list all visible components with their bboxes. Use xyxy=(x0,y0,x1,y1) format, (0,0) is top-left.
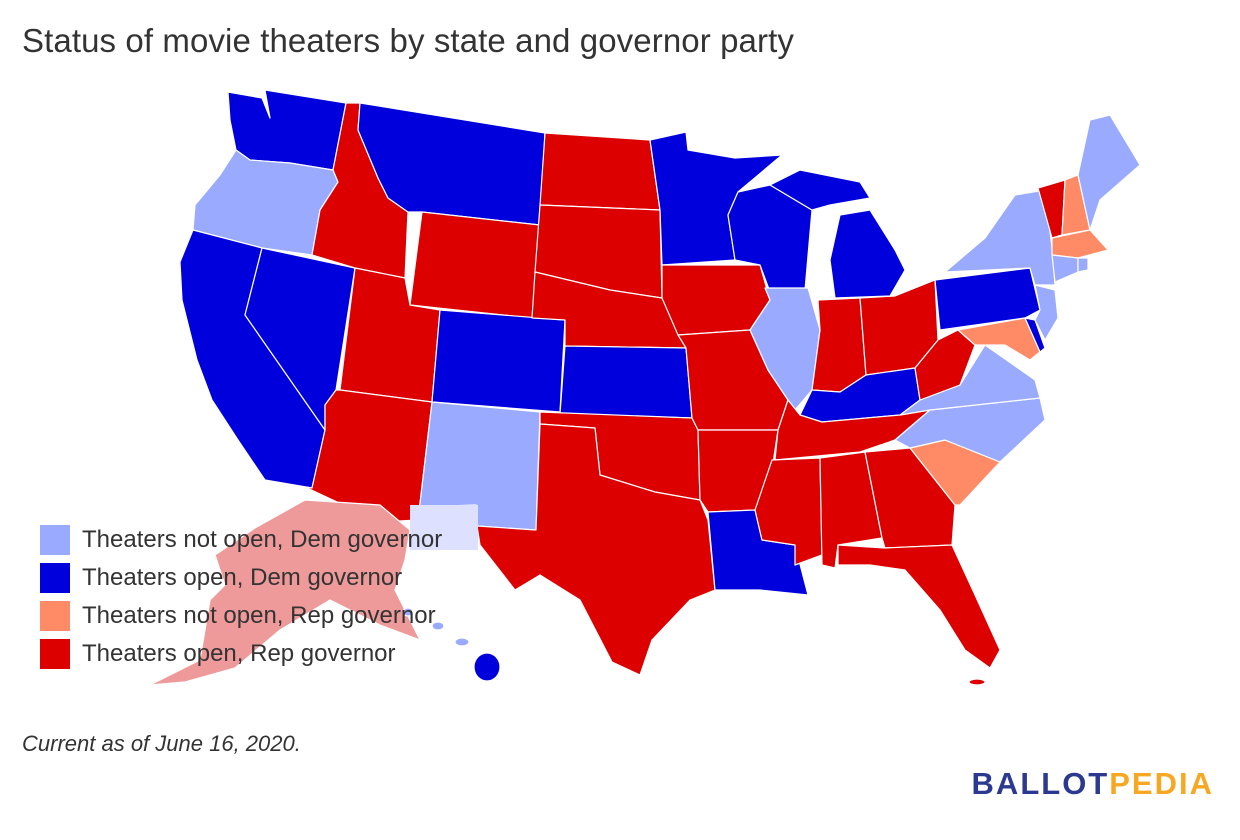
state-alaska[interactable] xyxy=(149,499,421,686)
legend-label: Theaters not open, Rep governor xyxy=(82,602,436,629)
footnote: Current as of June 16, 2020. xyxy=(22,731,301,756)
state-new-jersey[interactable] xyxy=(1034,284,1059,341)
state-delaware[interactable] xyxy=(1024,317,1046,353)
logo-part-pedia: PEDIA xyxy=(1109,766,1214,801)
state-connecticut[interactable] xyxy=(1051,254,1079,283)
legend-item-not-open-rep: Theaters not open, Rep governor xyxy=(40,597,442,635)
state-north-carolina[interactable] xyxy=(894,397,1046,463)
state-michigan-upper[interactable] xyxy=(769,169,871,211)
state-texas[interactable] xyxy=(476,423,716,676)
state-indiana[interactable] xyxy=(811,297,867,393)
legend-swatch xyxy=(40,525,70,555)
state-new-york[interactable] xyxy=(944,189,1056,286)
page-title: Status of movie theaters by state and go… xyxy=(22,22,794,59)
state-pennsylvania[interactable] xyxy=(934,267,1041,331)
state-colorado[interactable] xyxy=(431,309,566,413)
legend-swatch xyxy=(40,601,70,631)
state-hawaii-oahu[interactable] xyxy=(431,621,445,631)
legend-item-open-dem: Theaters open, Dem governor xyxy=(40,559,442,597)
legend-item-open-rep: Theaters open, Rep governor xyxy=(40,635,442,673)
state-rhode-island[interactable] xyxy=(1077,257,1089,273)
state-north-dakota[interactable] xyxy=(539,132,661,211)
legend-label: Theaters open, Dem governor xyxy=(82,564,403,591)
legend-swatch xyxy=(40,563,70,593)
new-mexico-label-box xyxy=(410,505,478,550)
state-michigan[interactable] xyxy=(829,209,906,299)
florida-keys xyxy=(968,678,986,686)
state-hawaii-big-island[interactable] xyxy=(473,652,501,682)
ballotpedia-logo: BALLOTPEDIA xyxy=(972,766,1214,802)
state-florida[interactable] xyxy=(837,544,1001,669)
state-maine[interactable] xyxy=(1077,114,1141,231)
legend-label: Theaters not open, Dem governor xyxy=(82,526,443,553)
logo-part-ballot: BALLOT xyxy=(971,766,1110,801)
state-tennessee[interactable] xyxy=(774,399,931,461)
map-legend: Theaters not open, Dem governor Theaters… xyxy=(40,521,442,673)
state-kansas[interactable] xyxy=(559,345,693,419)
legend-swatch xyxy=(40,639,70,669)
legend-label: Theaters open, Rep governor xyxy=(82,640,396,667)
legend-item-not-open-dem: Theaters not open, Dem governor xyxy=(40,521,442,559)
state-hawaii-maui[interactable] xyxy=(454,637,470,647)
state-wyoming[interactable] xyxy=(409,211,541,319)
state-massachusetts[interactable] xyxy=(1051,229,1109,259)
state-hawaii-kauai[interactable] xyxy=(402,607,414,617)
